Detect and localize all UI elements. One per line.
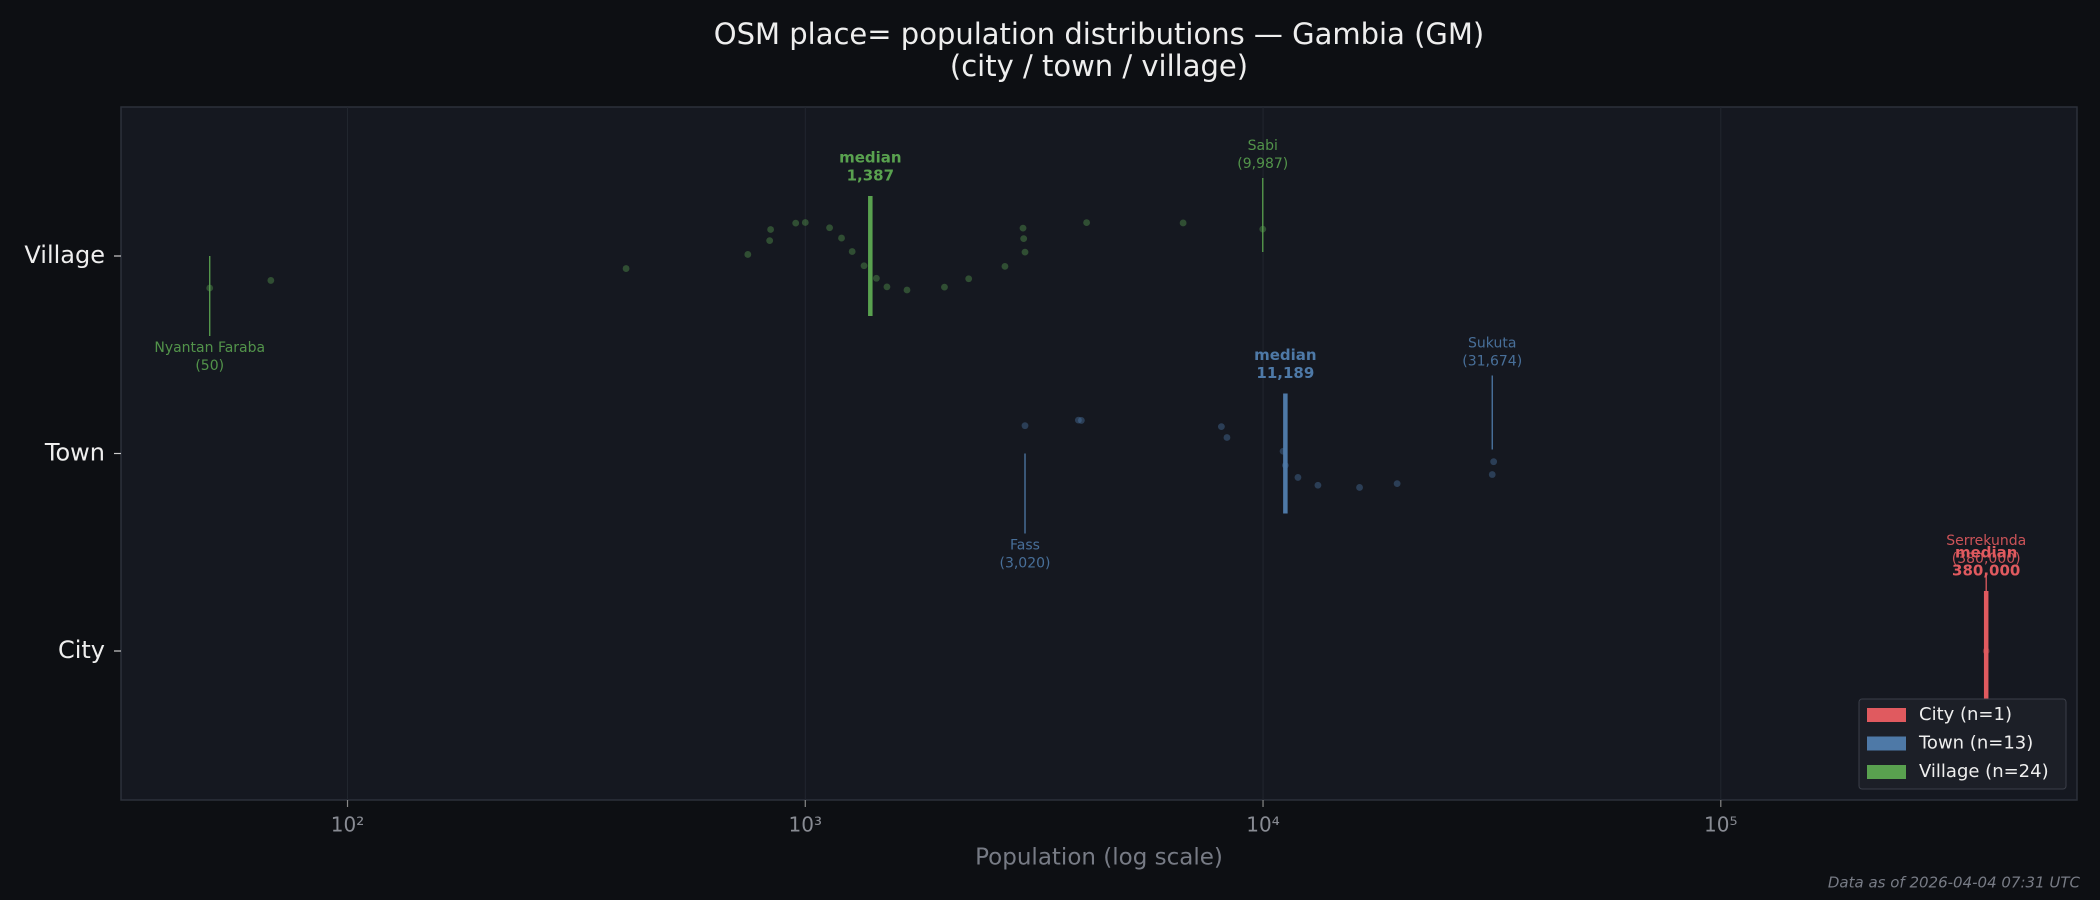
point: [1179, 219, 1187, 227]
point: [1294, 474, 1302, 481]
point: [1223, 434, 1231, 441]
point: [848, 248, 856, 255]
point: [1021, 248, 1029, 256]
point: [1217, 423, 1225, 430]
x-tick-label: 10⁵: [1704, 813, 1737, 837]
point: [1488, 471, 1496, 478]
point: [1020, 235, 1028, 243]
point: [766, 237, 774, 245]
annotation-value: (50): [195, 358, 224, 374]
point: [860, 262, 868, 270]
point: [1314, 481, 1322, 489]
y-tick-label: Town: [44, 439, 105, 467]
annotation-name: Nyantan Faraba: [154, 340, 265, 356]
annotation-name: Fass: [1010, 538, 1040, 554]
median-word: median: [1955, 544, 2017, 562]
x-tick-label: 10⁴: [1246, 813, 1279, 837]
legend-swatch: [1867, 736, 1906, 751]
point: [1001, 262, 1009, 270]
legend-label: Town (n=13): [1918, 733, 2033, 754]
legend-swatch: [1867, 765, 1906, 779]
x-tick-label: 10³: [789, 813, 822, 837]
point: [622, 265, 630, 272]
annotation-name: Sukuta: [1468, 336, 1516, 352]
point: [1490, 458, 1498, 466]
x-axis-label: Population (log scale): [975, 845, 1223, 871]
annotation-value: (380,000): [1952, 551, 2021, 567]
annotation-value: (9,987): [1237, 156, 1288, 172]
point: [838, 234, 845, 242]
point: [965, 275, 973, 283]
annotation-value: (3,020): [999, 556, 1050, 572]
legend-label: City (n=1): [1919, 704, 2012, 725]
point: [1021, 422, 1029, 430]
plot-area: [120, 106, 2078, 801]
x-tick-label: 10²: [331, 813, 364, 837]
annotation-name: Sabi: [1248, 138, 1278, 154]
point: [883, 283, 891, 291]
median-label: 11,189: [1256, 364, 1314, 382]
point: [792, 219, 800, 227]
point: [1356, 484, 1363, 491]
point: [1074, 416, 1082, 424]
chart-subtitle: (city / town / village): [950, 49, 1248, 83]
legend-label: Village (n=24): [1919, 761, 2049, 782]
point: [267, 277, 275, 284]
point: [767, 226, 775, 233]
annotation-name: Serrekunda: [1946, 533, 2026, 549]
point: [872, 274, 880, 282]
median-label: 1,387: [847, 167, 894, 185]
footer: Data as of 2026-04-04 07:31 UTC: [1828, 874, 2081, 892]
legend-box: [1858, 698, 2067, 790]
point: [744, 251, 752, 258]
median-word: median: [1254, 346, 1316, 364]
annotation-value: (31,674): [1462, 354, 1522, 370]
point: [1393, 480, 1401, 488]
point: [801, 219, 809, 226]
y-tick-label: City: [58, 636, 105, 664]
legend-swatch: [1867, 708, 1906, 722]
point: [1077, 417, 1085, 424]
median-word: median: [839, 149, 901, 167]
median-label: 380,000: [1952, 562, 2020, 580]
chart-title: OSM place= population distributions — Ga…: [714, 17, 1484, 51]
point: [941, 283, 948, 291]
point: [1019, 224, 1027, 232]
y-tick-label: Village: [24, 241, 105, 269]
point: [1083, 219, 1091, 226]
point: [826, 224, 833, 232]
point: [903, 286, 911, 294]
